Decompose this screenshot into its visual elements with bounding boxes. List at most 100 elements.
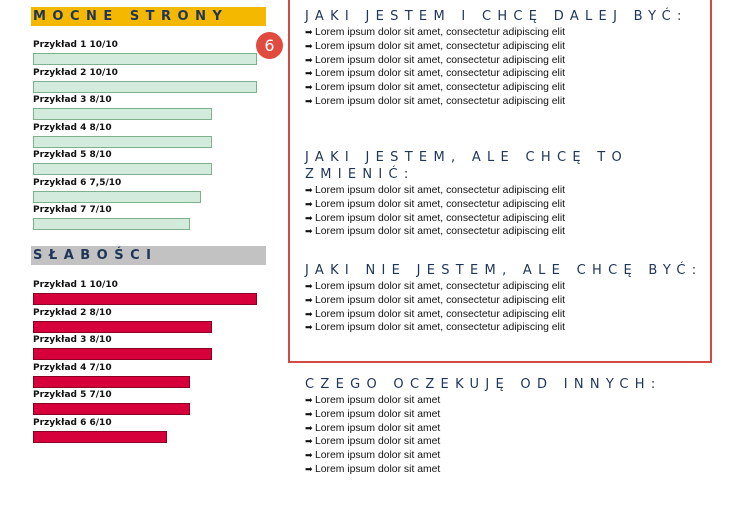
right-arrow-circle-icon: ➡ — [305, 226, 313, 237]
skill-item: Przykład 6 6/10 — [33, 418, 167, 443]
bullet-item: ➡ Lorem ipsum dolor sit amet, consectetur… — [305, 308, 705, 322]
bullet-item: ➡ Lorem ipsum dolor sit amet — [305, 463, 705, 477]
skill-label: Przykład 5 8/10 — [33, 150, 112, 160]
bullet-text: Lorem ipsum dolor sit amet, consectetur … — [315, 95, 566, 107]
bullet-list: ➡ Lorem ipsum dolor sit amet ➡ Lorem ipsum … — [305, 394, 705, 477]
skill-label: Przykład 4 7/10 — [33, 362, 112, 373]
skill-label: Przykład 4 8/10 — [33, 122, 112, 133]
bullet-text: Lorem ipsum dolor sit amet, consectetur … — [315, 82, 566, 94]
skill-item: Przykład 3 8/10 — [33, 335, 212, 360]
step-badge: 6 — [256, 32, 283, 59]
bullet-item: ➡ Lorem ipsum dolor sit amet, consectetur… — [305, 26, 705, 40]
right-arrow-circle-icon: ➡ — [305, 54, 313, 65]
bullet-text: Lorem ipsum dolor sit amet — [315, 395, 441, 406]
skill-item: Przykład 3 8/10 — [33, 95, 212, 120]
bullet-text: Lorem ipsum dolor sit amet, consectetur … — [315, 308, 566, 320]
skill-item: Przykład 4 7/10 — [33, 363, 190, 388]
bullet-text: Lorem ipsum dolor sit amet, consectetur … — [315, 294, 566, 306]
bullet-text: Lorem ipsum dolor sit amet, consectetur … — [315, 226, 566, 238]
skill-bar — [33, 293, 257, 305]
bullet-item: ➡ Lorem ipsum dolor sit amet — [305, 394, 705, 408]
highlight-box — [288, 0, 712, 363]
strengths-header: MOCNE STRONY — [31, 7, 266, 26]
right-arrow-circle-icon: ➡ — [305, 40, 313, 51]
block-title: JAKI NIE JESTEM, ALE CHCĘ BYĆ: — [305, 263, 703, 278]
bullet-text: Lorem ipsum dolor sit amet — [315, 450, 441, 462]
bullet-text: Lorem ipsum dolor sit amet — [315, 436, 441, 448]
skill-label: Przykład 1 10/10 — [33, 40, 118, 50]
block-title: CZEGO OCZEKUJĘ OD INNYCH: — [305, 377, 662, 392]
skill-item: Przykład 2 8/10 — [33, 308, 212, 333]
skill-bar — [33, 163, 212, 175]
skill-bar — [33, 53, 257, 65]
skill-item: Przykład 4 8/10 — [33, 123, 212, 148]
skill-item: Przykład 1 10/10 — [33, 40, 257, 65]
right-arrow-circle-icon: ➡ — [305, 308, 313, 319]
skill-item: Przykład 7 7/10 — [33, 205, 190, 230]
bullet-text: Lorem ipsum dolor sit amet, consectetur … — [315, 322, 566, 334]
skill-label: Przykład 2 10/10 — [33, 67, 118, 78]
bullet-item: ➡ Lorem ipsum dolor sit amet, consectetur… — [305, 294, 705, 308]
right-arrow-circle-icon: ➡ — [305, 82, 313, 93]
right-arrow-circle-icon: ➡ — [305, 436, 313, 447]
block-expect: CZEGO OCZEKUJĘ OD INNYCH: ➡ Lorem ipsum d… — [305, 376, 705, 477]
bullet-list: ➡ Lorem ipsum dolor sit amet, consectetur… — [305, 280, 705, 335]
bullet-text: Lorem ipsum dolor sit amet, consectetur … — [315, 68, 566, 80]
skill-bar — [33, 108, 212, 120]
bullet-text: Lorem ipsum dolor sit amet, consectetur … — [315, 198, 566, 210]
bullet-text: Lorem ipsum dolor sit amet — [315, 422, 441, 434]
bullet-item: ➡ Lorem ipsum dolor sit amet, consectetur… — [305, 184, 705, 198]
right-arrow-circle-icon: ➡ — [305, 281, 313, 291]
bullet-text: Lorem ipsum dolor sit amet, consectetur … — [315, 185, 566, 196]
right-arrow-circle-icon: ➡ — [305, 198, 313, 209]
skill-label: Przykład 6 7,5/10 — [33, 177, 122, 188]
right-arrow-circle-icon: ➡ — [305, 408, 313, 419]
skill-bar — [33, 135, 212, 148]
right-arrow-circle-icon: ➡ — [305, 422, 313, 433]
skill-label: Przykład 3 8/10 — [33, 95, 112, 105]
skill-bar — [33, 375, 190, 388]
skill-item: Przykład 5 8/10 — [33, 150, 212, 175]
bullet-list: ➡ Lorem ipsum dolor sit amet, consectetur… — [305, 26, 705, 109]
right-arrow-circle-icon: ➡ — [305, 68, 313, 79]
skill-label: Przykład 3 8/10 — [33, 335, 112, 345]
skill-bar — [33, 218, 190, 230]
bullet-text: Lorem ipsum dolor sit amet, consectetur … — [315, 40, 566, 52]
skill-bar — [33, 403, 190, 415]
bullet-item: ➡ Lorem ipsum dolor sit amet, consectetur… — [305, 95, 705, 109]
bullet-text: Lorem ipsum dolor sit amet, consectetur … — [315, 281, 566, 292]
skill-item: Przykład 6 7,5/10 — [33, 178, 201, 203]
skill-item: Przykład 2 10/10 — [33, 68, 257, 93]
bullet-item: ➡ Lorem ipsum dolor sit amet — [305, 408, 705, 422]
bullet-item: ➡ Lorem ipsum dolor sit amet, consectetur… — [305, 198, 705, 212]
skill-item: Przykład 5 7/10 — [33, 390, 190, 415]
right-arrow-circle-icon: ➡ — [305, 463, 313, 474]
skill-label: Przykład 7 7/10 — [33, 205, 112, 215]
block-title: JAKI JESTEM, ALE CHCĘ TO ZMIENIĆ: — [305, 150, 629, 182]
block-want: JAKI NIE JESTEM, ALE CHCĘ BYĆ: ➡ Lorem ip… — [305, 262, 705, 335]
bullet-item: ➡ Lorem ipsum dolor sit amet — [305, 435, 705, 449]
bullet-item: ➡ Lorem ipsum dolor sit amet, consectetur… — [305, 40, 705, 54]
bullet-text: Lorem ipsum dolor sit amet, consectetur … — [315, 54, 566, 66]
bullet-item: ➡ Lorem ipsum dolor sit amet, consectetur… — [305, 212, 705, 226]
bullet-item: ➡ Lorem ipsum dolor sit amet — [305, 422, 705, 436]
block-keep: JAKI JESTEM I CHCĘ DALEJ BYĆ: ➡ Lorem ips… — [305, 8, 705, 109]
bullet-item: ➡ Lorem ipsum dolor sit amet, consectetur… — [305, 280, 705, 294]
right-arrow-circle-icon: ➡ — [305, 450, 313, 461]
skill-label: Przykład 1 10/10 — [33, 280, 118, 290]
skill-label: Przykład 2 8/10 — [33, 307, 112, 318]
skill-bar — [33, 320, 212, 333]
bullet-text: Lorem ipsum dolor sit amet, consectetur … — [315, 27, 566, 38]
skill-label: Przykład 6 6/10 — [33, 417, 112, 428]
bullet-item: ➡ Lorem ipsum dolor sit amet, consectetur… — [305, 81, 705, 95]
bullet-text: Lorem ipsum dolor sit amet — [315, 463, 441, 475]
block-title: JAKI JESTEM I CHCĘ DALEJ BYĆ: — [305, 9, 688, 24]
skill-item: Przykład 1 10/10 — [33, 280, 257, 305]
right-arrow-circle-icon: ➡ — [305, 395, 313, 405]
right-arrow-circle-icon: ➡ — [305, 322, 313, 333]
bullet-item: ➡ Lorem ipsum dolor sit amet — [305, 449, 705, 463]
right-arrow-circle-icon: ➡ — [305, 212, 313, 223]
block-change: JAKI JESTEM, ALE CHCĘ TO ZMIENIĆ: ➡ Lorem… — [305, 149, 705, 239]
bullet-item: ➡ Lorem ipsum dolor sit amet, consectetur… — [305, 225, 705, 239]
bullet-text: Lorem ipsum dolor sit amet — [315, 408, 441, 420]
